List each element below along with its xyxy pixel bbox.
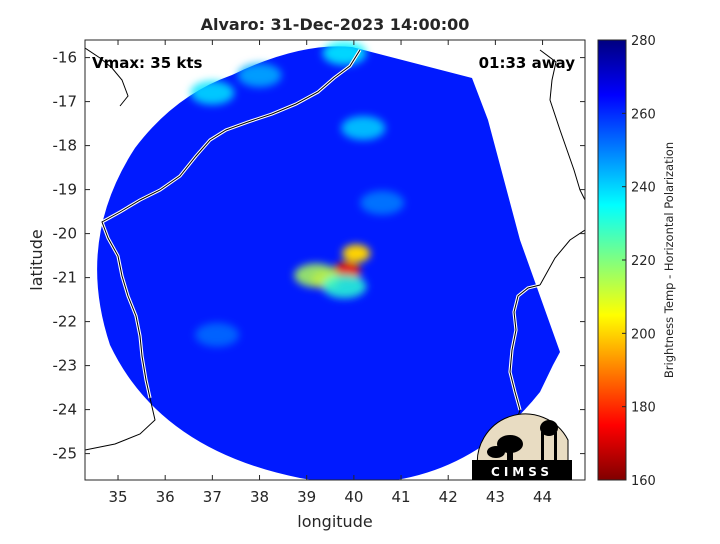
colorbar-tick-label-6: 280 [631, 34, 656, 49]
y-tick-label-2: -18 [53, 137, 78, 155]
feature-blob-10 [195, 322, 240, 347]
y-tick-label-6: -22 [53, 313, 78, 331]
x-tick-label-3: 38 [250, 488, 269, 506]
feature-blob-4 [322, 274, 367, 299]
x-tick-label-1: 36 [156, 488, 175, 506]
axes-frame [84, 39, 586, 481]
x-tick-label-8: 43 [486, 488, 505, 506]
x-tick-label-7: 42 [439, 488, 458, 506]
y-tick-label-3: -19 [53, 181, 78, 199]
y-tick-label-5: -21 [53, 269, 78, 287]
x-tick-label-5: 40 [344, 488, 363, 506]
colorbar-label: Brightness Temp - Horizontal Polarizatio… [662, 142, 676, 378]
x-tick-label-9: 44 [533, 488, 552, 506]
colorbar-tick-label-4: 240 [631, 181, 656, 196]
colorbar-ticks: 160 180 200 220 240 260 280 [622, 34, 656, 489]
colorbar-tick-label-3: 220 [631, 254, 656, 269]
y-tick-label-0: -16 [53, 49, 78, 67]
colorbar-tick-label-1: 180 [631, 401, 656, 416]
cimss-logo: CIMSS [472, 413, 572, 480]
y-tick-label-8: -24 [53, 401, 78, 419]
feature-blob-8 [341, 116, 386, 140]
feature-blob-6 [237, 63, 282, 88]
x-tick-label-6: 41 [391, 488, 410, 506]
feature-blob-5 [190, 80, 235, 105]
y-tick-label-9: -25 [53, 445, 78, 463]
chart-title: Alvaro: 31-Dec-2023 14:00:00 [201, 15, 470, 34]
x-axis-title: longitude [297, 512, 372, 531]
x-tick-label-2: 37 [203, 488, 222, 506]
y-tick-label-7: -23 [53, 357, 78, 375]
colorbar [597, 39, 627, 481]
feature-blob-2 [342, 244, 371, 263]
vmax-annotation: Vmax: 35 kts [92, 54, 202, 72]
y-tick-label-1: -17 [53, 93, 78, 111]
coastline-land-outer [85, 47, 156, 451]
swath [97, 46, 560, 480]
colorbar-tick-label-0: 160 [631, 474, 656, 489]
y-axis-title: latitude [27, 229, 46, 290]
colorbar-tick-label-5: 260 [631, 107, 656, 122]
x-tick-label-0: 35 [108, 488, 127, 506]
y-axis: -16 -17 -18 -19 -20 -21 -22 -23 -24 -25 [53, 49, 585, 463]
colorbar-tick-label-2: 200 [631, 327, 656, 342]
x-tick-label-4: 39 [297, 488, 316, 506]
x-axis: 35 36 37 38 39 40 41 42 43 44 [108, 40, 552, 506]
coastline-mozambique-inner [101, 49, 361, 399]
logo-text: CIMSS [491, 465, 553, 479]
y-tick-label-4: -20 [53, 225, 78, 243]
coastline-madagascar-inner [509, 284, 541, 411]
time-away-annotation: 01:33 away [479, 54, 576, 72]
feature-blob-9 [360, 190, 405, 215]
